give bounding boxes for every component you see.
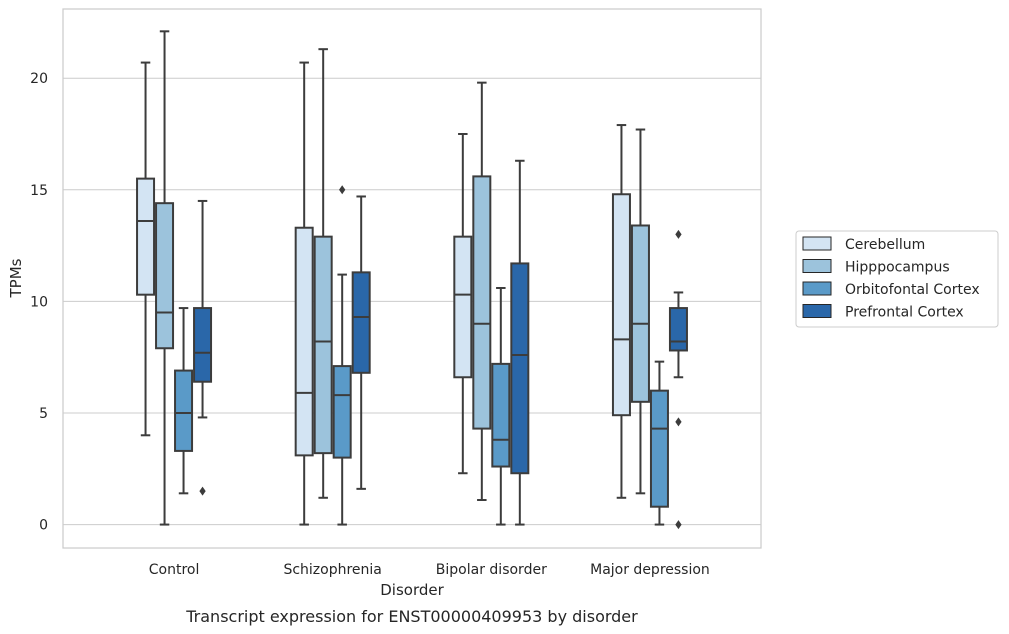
outlier-point (199, 486, 206, 496)
box-body (332, 365, 352, 459)
box-body (649, 389, 669, 508)
box (136, 61, 156, 437)
box (193, 199, 213, 496)
series-prefrontal-cortex (193, 159, 688, 530)
legend-frame (795, 230, 999, 328)
outlier-point (675, 520, 682, 530)
box (491, 286, 511, 526)
x-tick-label: Bipolar disorder (436, 562, 547, 578)
box-body (313, 235, 333, 455)
legend-label: Hipppocampus (845, 260, 950, 276)
plot-frame (62, 8, 762, 549)
series-hipppocampus (155, 30, 650, 526)
box-body (136, 177, 156, 296)
box-body (611, 193, 631, 417)
box (630, 128, 650, 495)
outlier-point (675, 417, 682, 427)
y-tick-label: 20 (30, 71, 48, 87)
box (453, 132, 473, 475)
box-body (472, 175, 492, 430)
y-tick-labels: 0 5 10 15 20 (30, 71, 48, 533)
box-body (453, 235, 473, 379)
y-tick-label: 5 (39, 406, 48, 422)
x-tick-label: Schizophrenia (283, 562, 381, 578)
box-body (630, 224, 650, 403)
box-body (193, 307, 213, 383)
x-axis-label: Disorder (380, 581, 444, 599)
outlier-point (675, 229, 682, 239)
series-orbitofontal-cortex (174, 185, 669, 526)
box-body (351, 271, 371, 374)
legend-swatch (802, 236, 832, 251)
legend-label: Prefrontal Cortex (845, 305, 964, 321)
series-cerebellum (136, 61, 631, 526)
legend-swatch (802, 281, 832, 296)
legend: Cerebellum Hipppocampus Orbitofontal Corte… (795, 230, 999, 328)
box (649, 360, 669, 526)
box-body (155, 202, 175, 350)
x-tick-labels: Control Schizophrenia Bipolar disorder Majo… (149, 562, 710, 578)
box (313, 48, 333, 499)
box (510, 159, 530, 526)
box-body (491, 362, 511, 468)
legend-swatch (802, 259, 832, 273)
y-tick-label: 15 (30, 183, 48, 199)
box (294, 61, 314, 526)
y-tick-label: 0 (39, 518, 48, 534)
box (668, 229, 688, 530)
box-body (174, 369, 194, 452)
legend-label: Cerebellum (845, 237, 925, 253)
box (472, 81, 492, 502)
x-tick-label: Control (149, 562, 200, 578)
outlier-point (339, 185, 346, 195)
box-groups (136, 30, 688, 530)
y-axis-label: TPMs (7, 258, 25, 298)
legend-label: Orbitofontal Cortex (845, 282, 980, 298)
legend-swatch (802, 304, 832, 318)
box (332, 185, 352, 526)
box-body (510, 262, 530, 475)
box-body (294, 226, 314, 457)
box (351, 195, 371, 490)
box (155, 30, 175, 526)
box (174, 307, 194, 495)
box-body (668, 307, 688, 352)
x-tick-label: Major depression (590, 562, 710, 578)
box (611, 124, 631, 499)
figure-caption: Transcript expression for ENST0000040995… (185, 607, 638, 626)
y-tick-label: 10 (30, 294, 48, 310)
